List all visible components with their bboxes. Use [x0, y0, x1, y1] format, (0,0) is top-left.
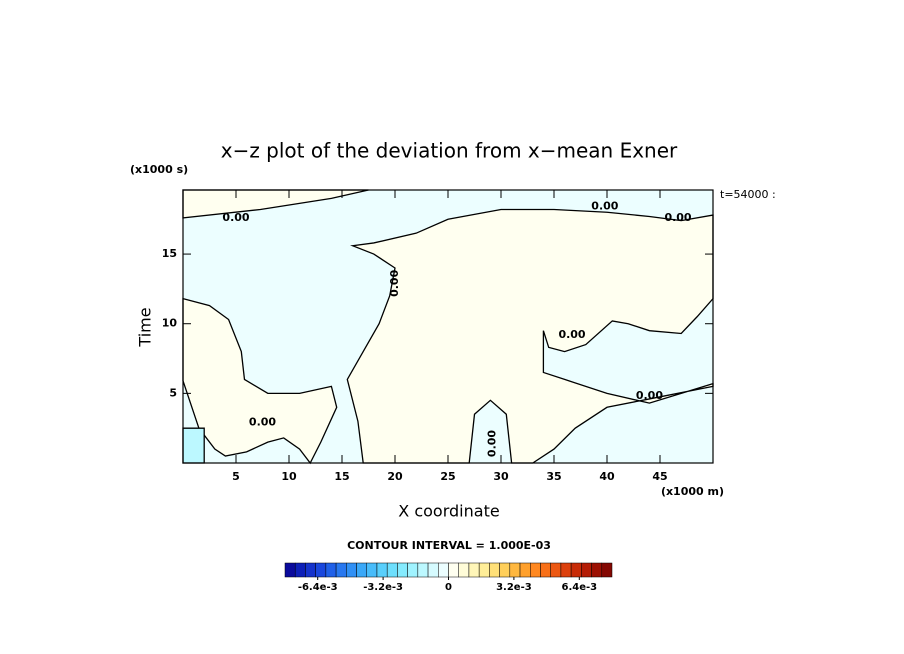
colorbar-swatch [427, 562, 439, 578]
colorbar-swatch [458, 562, 470, 578]
x-axis-label: X coordinate [398, 502, 499, 521]
colorbar-swatch [499, 562, 511, 578]
colorbar-tick-label: -6.4e-3 [298, 582, 338, 593]
x-tick-label: 25 [440, 470, 455, 483]
contour-label: 0.00 [664, 211, 691, 224]
contour-interval: CONTOUR INTERVAL = 1.000E-03 [347, 539, 551, 552]
contour-label: 0.00 [591, 200, 618, 213]
colorbar-swatch [570, 562, 582, 578]
y-tick-label: 10 [162, 317, 178, 330]
colorbar-tick-label: -3.2e-3 [363, 582, 403, 593]
x-unit: (x1000 m) [661, 485, 724, 498]
colorbar-swatch [397, 562, 408, 578]
colorbar-swatch [530, 562, 541, 578]
x-tick-label: 5 [232, 470, 240, 483]
y-axis-label: Time [136, 307, 155, 347]
x-tick-label: 35 [546, 470, 561, 483]
colorbar-swatch [325, 562, 337, 578]
colorbar-swatch [509, 562, 521, 578]
colorbar-tick-label: 6.4e-3 [561, 582, 597, 593]
colorbar-swatch [540, 562, 551, 578]
colorbar-swatch [305, 562, 316, 578]
colorbar-swatch [601, 562, 613, 578]
y-unit: (x1000 s) [130, 163, 188, 176]
colorbar-tick-label: 0 [445, 582, 452, 593]
contour-label: 0.00 [636, 389, 663, 402]
colorbar-swatch [386, 562, 398, 578]
colorbar-swatch [448, 562, 459, 578]
colorbar-swatch [346, 562, 357, 578]
contour-region [182, 297, 338, 465]
colorbar-swatch [519, 562, 531, 578]
colorbar-swatch [315, 562, 327, 578]
time-label: t=54000 : [720, 188, 776, 201]
colorbar-swatch [581, 562, 592, 578]
contour-region [346, 208, 714, 464]
x-tick-label: 45 [652, 470, 667, 483]
colorbar-swatch [366, 562, 378, 578]
chart-title: x−z plot of the deviation from x−mean Ex… [221, 139, 678, 163]
x-tick-label: 40 [599, 470, 615, 483]
colorbar-swatch [468, 562, 480, 578]
colorbar-swatch [356, 562, 367, 578]
contour-label: 0.00 [249, 416, 276, 429]
contour-label: 0.00 [486, 430, 499, 457]
y-tick-label: 15 [162, 247, 177, 260]
colorbar-swatch [407, 562, 419, 578]
contour-region [182, 427, 205, 464]
colorbar-swatch [335, 562, 347, 578]
colorbar-swatch [560, 562, 572, 578]
contour-label: 0.00 [222, 211, 249, 224]
colorbar-swatch [489, 562, 500, 578]
colorbar-swatch [294, 562, 306, 578]
colorbar-swatch [591, 562, 603, 578]
colorbar-swatch [417, 562, 429, 578]
colorbar-swatch [550, 562, 562, 578]
colorbar-swatch [478, 562, 490, 578]
colorbar-tick-label: 3.2e-3 [496, 582, 532, 593]
contour-label: 0.00 [388, 269, 401, 296]
x-tick-label: 15 [334, 470, 349, 483]
x-tick-label: 20 [387, 470, 403, 483]
colorbar-swatch [284, 562, 296, 578]
x-tick-label: 10 [281, 470, 297, 483]
y-tick-label: 5 [169, 386, 177, 399]
colorbar-swatch [438, 562, 449, 578]
contour-label: 0.00 [558, 328, 585, 341]
x-tick-label: 30 [493, 470, 509, 483]
colorbar-swatch [376, 562, 388, 578]
